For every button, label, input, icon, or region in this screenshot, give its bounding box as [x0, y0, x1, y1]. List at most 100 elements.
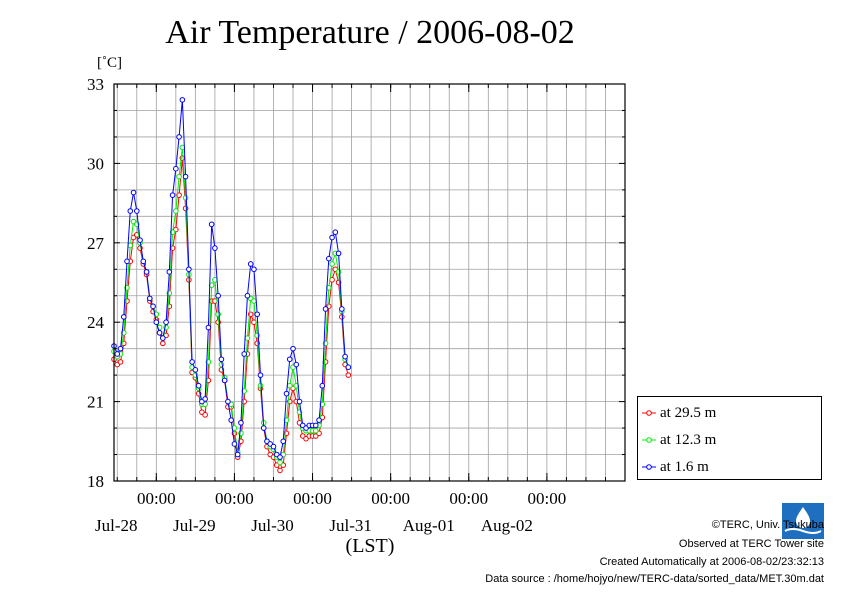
series-point-2: [173, 165, 179, 172]
series-point-2: [117, 345, 124, 352]
x-tick-label: 00:00: [371, 489, 410, 508]
x-date-label: Jul-31: [329, 516, 372, 535]
footer-source: Data source : /home/hojyo/new/TERC-data/…: [485, 573, 824, 585]
series-line-1: [113, 147, 349, 464]
series-point-2: [296, 398, 303, 405]
series-point-2: [335, 250, 342, 257]
series-point-2: [280, 438, 287, 445]
x-date-label: Aug-02: [481, 516, 533, 535]
x-date-label: Jul-28: [95, 516, 138, 535]
series-point-0: [117, 359, 124, 365]
y-tick-label: 24: [87, 313, 105, 332]
series-point-2: [140, 258, 147, 265]
series-point-0: [124, 298, 130, 304]
series-point-2: [114, 351, 121, 357]
x-date-label: Jul-29: [173, 516, 216, 535]
legend-item-29-5m: at 29.5 m: [642, 403, 716, 423]
x-tick-label: 00:00: [293, 489, 332, 508]
y-tick-label: 33: [87, 75, 104, 94]
series-point-2: [192, 367, 199, 373]
series-point-0: [345, 372, 352, 378]
x-date-label: Aug-01: [403, 516, 455, 535]
series-layer: [111, 97, 352, 474]
series-point-2: [137, 237, 143, 243]
legend-marker-1-6m: [642, 464, 656, 470]
series-point-2: [169, 192, 176, 198]
x-tick-label: 00:00: [215, 489, 254, 508]
legend-label-1-6m: at 1.6 m: [660, 458, 709, 475]
series-point-1: [241, 388, 247, 394]
series-point-1: [251, 298, 257, 304]
legend-label-29-5m: at 29.5 m: [660, 404, 717, 421]
series-point-1: [127, 242, 134, 249]
footer-observed: Observed at TERC Tower site: [678, 538, 824, 550]
series-point-2: [332, 229, 339, 236]
series-point-0: [169, 245, 176, 251]
series-point-2: [133, 208, 140, 214]
legend-item-12-3m: at 12.3 m: [642, 430, 716, 450]
series-point-2: [225, 398, 231, 405]
series-point-2: [254, 311, 261, 318]
series-point-2: [160, 335, 166, 341]
axis-layer: 18 21 24 27 30 33 00:00 Jul-28 00:00 Jul-29 00:00 J…: [87, 75, 626, 535]
series-point-2: [277, 454, 283, 460]
series-point-2: [221, 377, 228, 384]
series-point-2: [166, 269, 173, 275]
series-point-2: [247, 261, 254, 267]
series-point-1: [173, 208, 179, 214]
series-point-1: [257, 382, 264, 389]
series-point-2: [202, 396, 208, 402]
plot-frame: [113, 83, 626, 482]
x-tick-label: 00:00: [137, 489, 176, 508]
series-point-2: [286, 356, 293, 363]
series-point-0: [277, 467, 283, 474]
series-point-0: [241, 398, 247, 405]
y-axis-unit-label: [˚C]: [97, 55, 122, 71]
series-point-2: [208, 221, 215, 228]
terc-logo-icon: [782, 503, 824, 539]
series-point-2: [179, 97, 186, 103]
series-point-2: [215, 292, 221, 299]
series-point-2: [212, 245, 218, 251]
y-tick-label: 27: [87, 234, 105, 253]
series-point-2: [156, 329, 163, 336]
series-point-2: [189, 359, 195, 365]
series-point-2: [130, 189, 137, 196]
series-point-2: [290, 345, 296, 352]
series-point-2: [231, 441, 238, 447]
series-point-2: [182, 173, 189, 180]
series-point-2: [339, 306, 345, 312]
series-point-1: [329, 261, 335, 267]
legend-item-1-6m: at 1.6 m: [642, 457, 709, 477]
legend-marker-29-5m: [642, 410, 656, 416]
series-point-2: [234, 451, 241, 458]
series-point-0: [322, 359, 329, 365]
x-tick-label: 00:00: [449, 489, 488, 508]
chart-title: Air Temperature / 2006-08-02: [165, 14, 575, 51]
series-point-2: [147, 295, 153, 302]
series-point-0: [202, 412, 208, 418]
series-point-2: [283, 390, 290, 397]
legend-marker-12-3m: [642, 437, 656, 443]
y-tick-label: 30: [87, 154, 104, 173]
x-date-label: Jul-30: [251, 516, 294, 535]
series-point-2: [312, 422, 319, 429]
legend-label-12-3m: at 12.3 m: [660, 431, 717, 448]
series-point-2: [120, 314, 127, 320]
series-point-1: [176, 173, 182, 180]
series-point-2: [186, 266, 192, 273]
series-point-2: [127, 208, 134, 214]
series-point-2: [319, 382, 326, 389]
series-point-2: [176, 134, 182, 140]
series-point-2: [257, 372, 264, 378]
series-point-2: [316, 417, 322, 423]
series-point-2: [218, 356, 225, 363]
series-point-2: [329, 234, 335, 241]
series-point-2: [150, 303, 156, 310]
series-point-2: [342, 353, 348, 360]
series-point-1: [218, 361, 225, 368]
series-point-2: [241, 351, 247, 357]
series-point-2: [244, 292, 251, 299]
y-tick-label: 21: [87, 393, 104, 412]
series-point-0: [160, 340, 166, 347]
